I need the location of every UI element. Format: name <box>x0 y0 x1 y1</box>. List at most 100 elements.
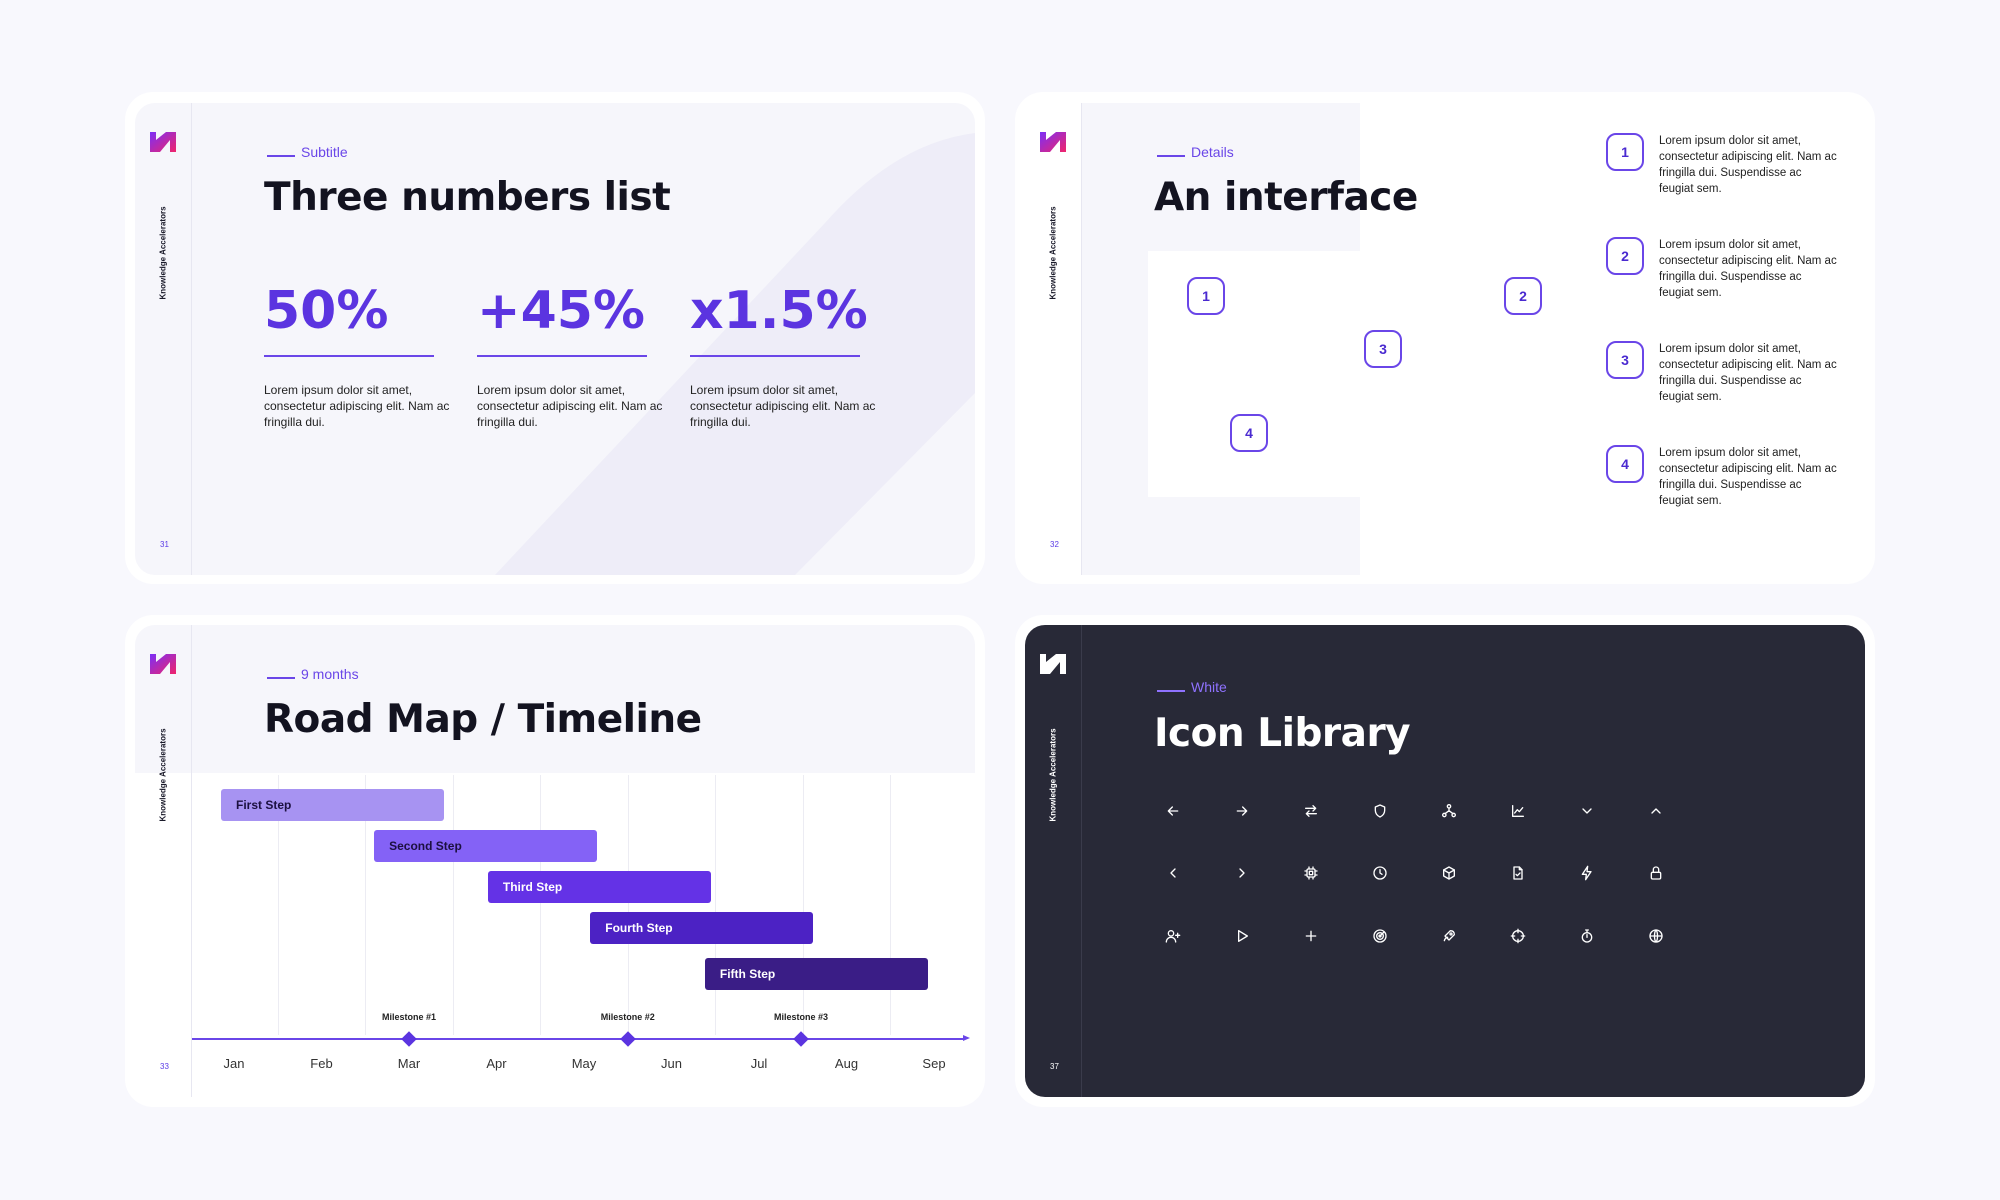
slide-icon-library[interactable]: Knowledge Accelerators 37 White Icon Lib… <box>1025 625 1865 1097</box>
grid-line <box>452 775 454 1035</box>
cube-icon <box>1437 861 1461 885</box>
month-label: Feb <box>310 1056 333 1071</box>
stat-description: Lorem ipsum dolor sit amet, consectetur … <box>264 382 450 429</box>
brand-logo <box>1040 654 1066 674</box>
side-rail: Knowledge Accelerators 33 <box>135 625 192 1097</box>
axis-arrow-icon <box>963 1035 970 1041</box>
play-icon <box>1230 924 1254 948</box>
brand-name-vertical: Knowledge Accelerators <box>1048 206 1058 300</box>
crosshair-icon <box>1506 924 1530 948</box>
grid-line <box>365 775 367 1035</box>
month-label: Apr <box>486 1056 507 1071</box>
grid-line <box>277 775 279 1035</box>
stat-description: Lorem ipsum dolor sit amet, consectetur … <box>690 382 876 429</box>
grid-line <box>715 775 717 1035</box>
milestone-label: Milestone #2 <box>600 1012 655 1022</box>
slide-title: Icon Library <box>1154 711 1411 756</box>
slide-roadmap[interactable]: Knowledge Accelerators 33 9 months Road … <box>135 625 975 1097</box>
timeline-step-bar[interactable]: Second Step <box>374 830 598 862</box>
swap-arrows-icon <box>1299 799 1323 823</box>
clock-icon <box>1368 861 1392 885</box>
timeline-step-bar[interactable]: Fifth Step <box>704 958 928 990</box>
stat-value: x1.5% <box>690 281 868 341</box>
milestone-marker[interactable] <box>619 1031 636 1047</box>
eyebrow-label: Details <box>1191 144 1234 160</box>
milestone-label: Milestone #3 <box>773 1012 829 1022</box>
chevron-down-icon <box>1575 799 1599 823</box>
grid-line <box>627 775 629 1035</box>
page-number: 37 <box>1050 1062 1059 1071</box>
milestone-marker[interactable] <box>793 1031 809 1047</box>
eyebrow-label: Subtitle <box>301 144 348 160</box>
cpu-chip-icon <box>1299 861 1323 885</box>
brand-logo <box>1040 132 1066 152</box>
month-label: Jan <box>223 1056 245 1071</box>
timeline-step-bar[interactable]: Third Step <box>487 871 711 903</box>
month-label: May <box>571 1056 597 1071</box>
interface-marker-3[interactable]: 3 <box>1364 330 1402 368</box>
page-number: 32 <box>1050 540 1059 549</box>
interface-marker-2[interactable]: 2 <box>1504 277 1542 315</box>
stat-rule <box>264 355 434 357</box>
slide-three-numbers[interactable]: Knowledge Accelerators 31 Subtitle Three… <box>135 103 975 575</box>
side-rail: Knowledge Accelerators 31 <box>135 103 192 575</box>
chevron-right-icon <box>1230 861 1254 885</box>
month-label: Mar <box>397 1056 421 1071</box>
slide-eyebrow: White <box>1157 679 1227 695</box>
list-number-4: 4 <box>1606 445 1644 483</box>
milestone-label: Milestone #1 <box>381 1012 437 1022</box>
slide-title: Road Map / Timeline <box>264 697 702 742</box>
plus-icon <box>1299 924 1323 948</box>
eyebrow-line <box>267 155 295 157</box>
slide-title: An interface <box>1154 175 1418 220</box>
list-item-text: Lorem ipsum dolor sit amet, consectetur … <box>1659 239 1837 299</box>
grid-line <box>890 775 892 1035</box>
line-chart-icon <box>1506 799 1530 823</box>
chevron-up-icon <box>1644 799 1668 823</box>
interface-marker-4[interactable]: 4 <box>1230 414 1268 452</box>
background-swoosh <box>495 133 975 575</box>
list-item-text: Lorem ipsum dolor sit amet, consectetur … <box>1659 343 1837 403</box>
interface-marker-1[interactable]: 1 <box>1187 277 1225 315</box>
eyebrow-label: White <box>1191 679 1227 695</box>
arrow-right-icon <box>1230 799 1254 823</box>
brand-logo <box>150 654 176 674</box>
milestone-marker[interactable] <box>401 1031 417 1047</box>
grid-line <box>802 775 804 1035</box>
eyebrow-label: 9 months <box>301 666 359 682</box>
side-rail: Knowledge Accelerators 37 <box>1025 625 1082 1097</box>
stat-block-1: 50% Lorem ipsum dolor sit amet, consecte… <box>264 281 449 430</box>
list-number-3: 3 <box>1606 341 1644 379</box>
arrow-left-icon <box>1161 799 1185 823</box>
timeline-step-bar[interactable]: First Step <box>221 789 445 821</box>
globe-icon <box>1644 924 1668 948</box>
header-band <box>135 625 975 773</box>
month-label: Aug <box>834 1056 859 1071</box>
timeline-chart: First Step Second Step Third Step Fourth St… <box>135 625 975 1097</box>
user-plus-icon <box>1161 924 1185 948</box>
timeline-axis <box>192 1038 965 1040</box>
stat-block-3: x1.5% Lorem ipsum dolor sit amet, consec… <box>690 281 875 430</box>
side-rail: Knowledge Accelerators 32 <box>1025 103 1082 575</box>
timeline-step-bar[interactable]: Fourth Step <box>590 912 814 944</box>
radar-icon <box>1368 924 1392 948</box>
stat-block-2: +45% Lorem ipsum dolor sit amet, consect… <box>477 281 662 430</box>
brand-name-vertical: Knowledge Accelerators <box>158 206 168 300</box>
eyebrow-line <box>1157 155 1185 157</box>
list-number-1: 1 <box>1606 133 1644 171</box>
brand-logo <box>150 132 176 152</box>
network-icon <box>1437 799 1461 823</box>
slide-title: Three numbers list <box>264 175 671 220</box>
lock-icon <box>1644 861 1668 885</box>
list-number-2: 2 <box>1606 237 1644 275</box>
slide-eyebrow: Details <box>1157 144 1234 160</box>
month-label: Jul <box>750 1056 768 1071</box>
slide-interface[interactable]: Knowledge Accelerators 32 Details An int… <box>1025 103 1865 575</box>
icon-grid <box>1025 625 1865 1097</box>
page-number: 31 <box>160 540 169 549</box>
month-label: Sep <box>922 1056 946 1071</box>
rocket-icon <box>1437 924 1461 948</box>
slide-eyebrow: 9 months <box>267 666 359 682</box>
stopwatch-icon <box>1575 924 1599 948</box>
page-number: 33 <box>160 1062 169 1071</box>
